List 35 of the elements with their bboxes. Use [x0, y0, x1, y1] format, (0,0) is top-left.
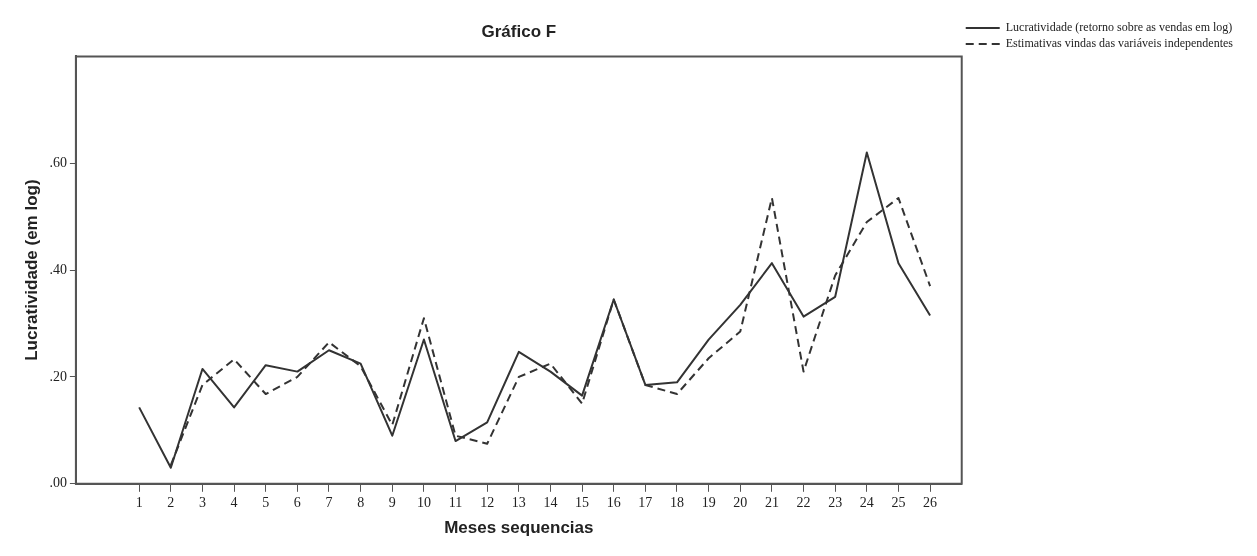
x-tick-label: 18: [670, 494, 684, 510]
x-tick-label: 7: [325, 494, 333, 510]
x-tick-label: 9: [388, 494, 396, 510]
y-tick-label: .60: [49, 154, 67, 170]
x-tick-label: 21: [764, 494, 779, 510]
legend-label: Estimativas vindas das variáveis independentes: [1005, 36, 1234, 51]
x-tick-label: 10: [416, 494, 431, 510]
x-axis-title: Meses sequencias: [444, 518, 594, 538]
x-tick-label: 17: [638, 494, 653, 510]
x-tick-label: 25: [891, 494, 906, 510]
x-tick-label: 26: [923, 494, 938, 510]
x-tick-label: 13: [511, 494, 526, 510]
y-tick-label: .00: [49, 475, 67, 491]
x-tick-label: 3: [198, 494, 206, 510]
x-tick-label: 2: [167, 494, 175, 510]
x-tick-label: 22: [796, 494, 811, 510]
y-tick-label: .40: [49, 261, 67, 277]
x-tick-label: 20: [733, 494, 748, 510]
y-axis-title: Lucratividade (em log): [21, 179, 41, 361]
x-tick-label: 16: [606, 494, 621, 510]
y-tick-label: .20: [49, 368, 67, 384]
chart-title: Gráfico F: [481, 21, 557, 41]
x-tick-label: 6: [293, 494, 301, 510]
x-tick-label: 11: [448, 494, 463, 510]
x-tick-label: 15: [575, 494, 590, 510]
legend-label: Lucratividade (retorno sobre as vendas em log): [1005, 20, 1233, 35]
x-tick-label: 24: [859, 494, 874, 510]
x-tick-label: 4: [230, 494, 238, 510]
x-tick-label: 5: [262, 494, 270, 510]
x-tick-label: 1: [135, 494, 143, 510]
x-tick-label: 8: [357, 494, 365, 510]
x-tick-label: 19: [701, 494, 716, 510]
x-tick-label: 12: [480, 494, 495, 510]
x-tick-label: 23: [828, 494, 843, 510]
x-tick-label: 14: [543, 494, 558, 510]
